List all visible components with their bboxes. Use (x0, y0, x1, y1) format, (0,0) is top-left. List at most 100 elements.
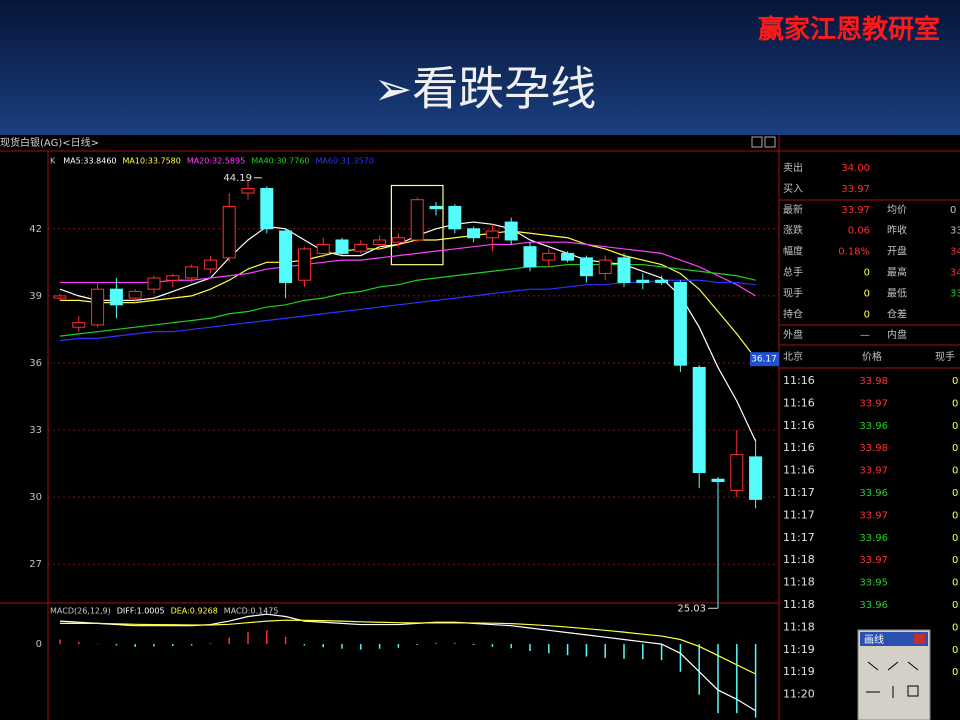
candle-body (410, 199, 424, 241)
candle-body (542, 252, 556, 261)
high-annotation: 44.19 (223, 173, 252, 184)
candle-body (749, 456, 763, 500)
candle-body (222, 205, 236, 259)
legend-label: K (50, 157, 56, 166)
candle-body (448, 205, 462, 230)
toolbox[interactable]: 画线 (857, 629, 931, 720)
quote-value: 34 (950, 268, 960, 279)
quote-label: 现手 (783, 286, 803, 299)
quote-label: 持仓 (783, 307, 803, 320)
quote-label: 最高 (887, 266, 907, 279)
y-tick-label: 33 (29, 425, 42, 436)
quote-label: 昨收 (887, 224, 907, 237)
candle-body (730, 454, 744, 491)
y-tick-label: 27 (29, 559, 42, 570)
trade-volume: 0 (952, 510, 958, 521)
trade-price: 33.98 (859, 376, 888, 387)
tool-icon[interactable] (867, 661, 879, 671)
trade-time: 11:16 (783, 464, 815, 477)
candle-body (391, 237, 405, 243)
candle-body (241, 188, 255, 194)
quote-value: 34 (950, 247, 960, 258)
quote-value: 0.06 (848, 226, 870, 237)
trade-time: 11:19 (783, 643, 815, 656)
slide-title: ➢看跌孕线 (374, 62, 597, 116)
trade-price: 33.97 (859, 555, 888, 566)
tool-icon[interactable] (887, 661, 899, 671)
trade-price: 33.96 (859, 488, 888, 499)
slide-header (0, 0, 960, 135)
legend-entry: MACD:0.1475 (224, 607, 279, 616)
candle-body (185, 266, 199, 279)
tool-icon[interactable] (907, 661, 919, 671)
quote-label: 外盘 (783, 328, 803, 341)
y-tick-label: 42 (29, 224, 42, 235)
quote-value: 0 (864, 288, 870, 299)
quote-value: 0.18% (838, 247, 870, 258)
tool-icon[interactable] (907, 685, 919, 697)
candle-body (72, 322, 86, 328)
window-button[interactable] (764, 136, 776, 148)
candle-body (128, 290, 142, 299)
candle-body (147, 277, 161, 290)
trade-volume: 0 (952, 555, 958, 566)
trades-header: 现手 (935, 350, 955, 363)
trade-price: 33.98 (859, 443, 888, 454)
low-annotation: 25.03 (677, 603, 706, 614)
trade-price: 33.97 (859, 398, 888, 409)
candle-body (692, 366, 706, 474)
quote-label: 仓差 (887, 307, 907, 320)
trade-time: 11:17 (783, 508, 815, 521)
ma-line (60, 230, 757, 359)
y-tick-label: 36 (29, 358, 42, 369)
quote-label: 涨跌 (783, 224, 803, 237)
legend-entry: MA60:31.3570 (316, 157, 374, 166)
quote-value: 33 (950, 288, 960, 299)
y-tick-label: 30 (29, 492, 42, 503)
toolbox-close[interactable] (914, 634, 925, 644)
trade-price: 33.96 (859, 533, 888, 544)
quote-value: 33.97 (841, 205, 870, 216)
candle-body (673, 281, 687, 366)
trade-volume: 0 (952, 421, 958, 432)
trade-time: 11:18 (783, 553, 815, 566)
quote-label: 内盘 (887, 328, 907, 341)
quote-label: 卖出 (783, 161, 803, 174)
candle-body (354, 243, 368, 252)
trade-time: 11:16 (783, 419, 815, 432)
trade-volume: 0 (952, 488, 958, 499)
candle-body (523, 246, 537, 268)
toolbox-title: 画线 (864, 633, 884, 646)
macd-line (60, 619, 756, 675)
quote-value: — (860, 330, 870, 341)
trade-volume: 0 (952, 578, 958, 589)
trade-volume: 0 (952, 398, 958, 409)
price-marker: 36.17 (751, 355, 777, 365)
macd-line (59, 613, 756, 712)
y-tick-label: 0 (36, 639, 42, 650)
candle-body (598, 259, 612, 275)
trade-price: 33.97 (859, 510, 888, 521)
quote-label: 开盘 (887, 245, 907, 258)
quote-label: 买入 (783, 183, 803, 195)
legend-entry: DEA:0.9268 (171, 607, 218, 616)
trades-header: 价格 (862, 350, 882, 363)
candle-body (91, 288, 105, 326)
window-button[interactable] (751, 136, 763, 148)
legend-entry: MA40:30.7760 (251, 157, 309, 166)
candle-body (279, 230, 293, 283)
toolbox-titlebar (860, 632, 928, 646)
trade-time: 11:19 (783, 665, 815, 678)
trade-time: 11:20 (783, 688, 815, 701)
trade-time: 11:16 (783, 441, 815, 454)
trade-volume: 0 (952, 622, 958, 633)
candle-body (504, 221, 518, 241)
candle-body (109, 288, 123, 306)
candle-body (617, 257, 631, 283)
trade-volume: 0 (952, 443, 958, 454)
candle-body (561, 252, 575, 261)
trade-time: 11:18 (783, 576, 815, 589)
quote-value: 33 (950, 226, 960, 237)
brand: 赢家江恩教研室 (758, 14, 940, 44)
